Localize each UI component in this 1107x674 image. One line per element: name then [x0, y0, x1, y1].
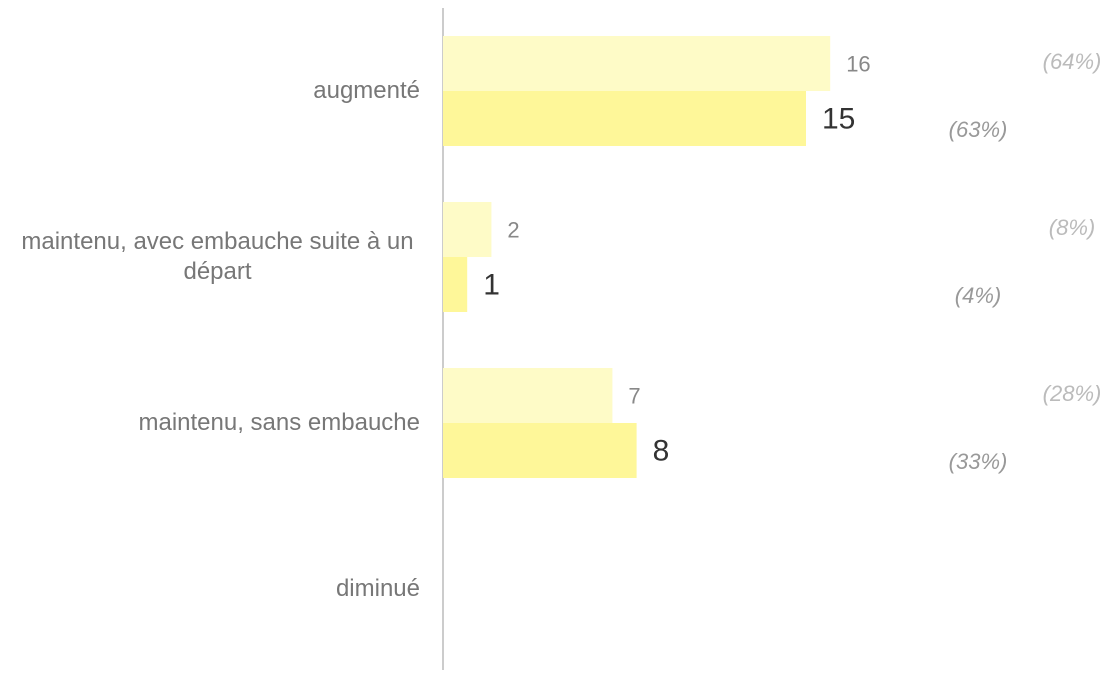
category-label: augmenté — [313, 77, 420, 104]
percent-label: (4%) — [955, 283, 1001, 308]
percent-label: (63%) — [949, 117, 1008, 142]
bar — [443, 91, 806, 146]
bar — [443, 368, 613, 423]
value-label: 16 — [846, 51, 870, 76]
category-label: diminué — [335, 575, 420, 602]
percent-label: (64%) — [1043, 49, 1102, 74]
category-label: maintenu, sans embauche — [138, 409, 420, 436]
percent-label: (28%) — [1043, 381, 1102, 406]
percent-label: (8%) — [1049, 215, 1095, 240]
value-label: 7 — [628, 383, 640, 408]
value-label: 8 — [653, 434, 670, 467]
value-label: 1 — [483, 268, 500, 301]
bar — [443, 202, 492, 257]
value-label: 15 — [822, 102, 855, 135]
bar — [443, 36, 831, 91]
category-label: maintenu, avec embauche suite à un dépar… — [21, 228, 414, 285]
bar — [443, 257, 468, 312]
bar — [443, 423, 637, 478]
percent-label: (33%) — [949, 449, 1008, 474]
value-label: 2 — [507, 217, 519, 242]
